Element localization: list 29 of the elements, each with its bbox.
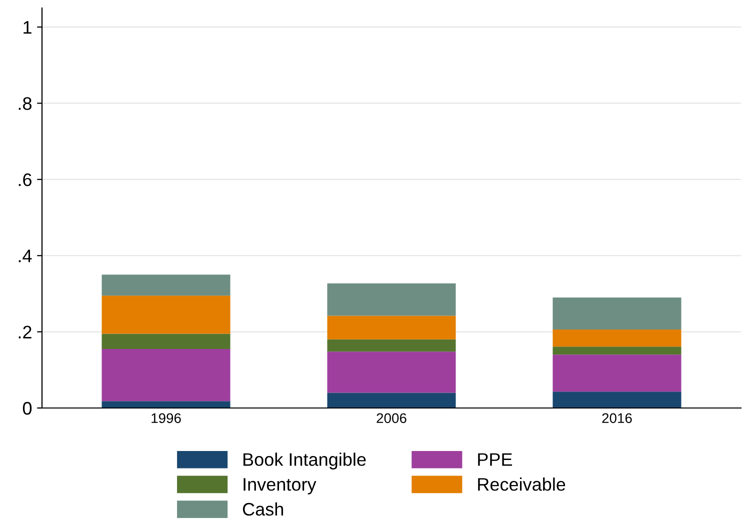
bar	[102, 334, 230, 349]
y-tick-label: 1	[24, 21, 32, 34]
bar	[552, 354, 682, 392]
legend-label: Receivable	[478, 478, 566, 491]
legend-label: Inventory	[244, 478, 316, 494]
bar	[102, 401, 230, 408]
bar	[327, 352, 456, 393]
x-tick-label: 2006	[376, 413, 406, 424]
legend-label: Book Intangible	[244, 452, 366, 470]
y-tick-label: 0	[22, 402, 32, 415]
bar	[327, 339, 456, 352]
y-tick-label: .4	[18, 250, 32, 262]
bar	[327, 316, 456, 340]
x-tick-label: 2016	[602, 413, 632, 424]
bar	[552, 298, 682, 330]
bar	[552, 330, 682, 347]
x-tick-label: 1996	[152, 413, 181, 424]
legend-label: Cash	[242, 502, 284, 516]
y-tick-label: .8	[18, 97, 32, 110]
y-tick-label: .2	[18, 326, 32, 338]
legend-label: PPE	[478, 453, 512, 466]
y-tick-label: .6	[18, 173, 32, 186]
bar	[327, 392, 456, 408]
bar	[327, 283, 456, 316]
bar	[552, 346, 682, 355]
bar	[102, 274, 230, 296]
bar	[102, 296, 230, 334]
bar	[102, 348, 230, 402]
bar	[552, 392, 682, 408]
